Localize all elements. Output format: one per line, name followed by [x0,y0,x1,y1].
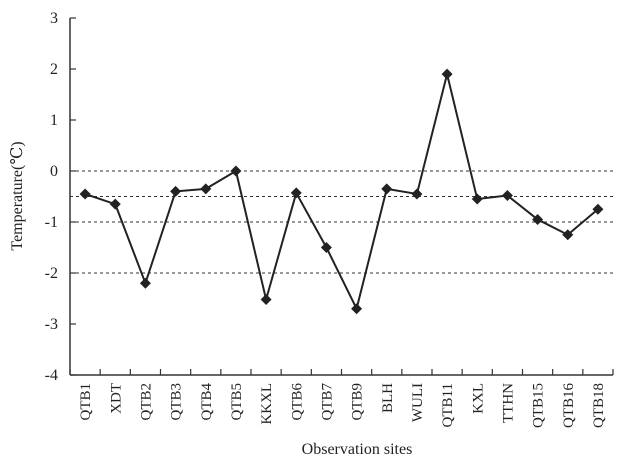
x-category-label: BLH [380,383,396,413]
data-point-marker [411,188,423,200]
data-point-marker [441,68,453,80]
x-category-label: QTB2 [138,383,154,421]
y-tick-label: 3 [50,10,58,27]
x-category-label: QTB6 [289,383,305,421]
x-axis-title: Observation sites [302,441,413,458]
data-point-marker [562,229,574,241]
y-tick-label: -2 [45,265,58,282]
x-category-label: XDT [108,383,124,414]
data-point-marker [200,183,212,195]
x-category-label: WULI [410,383,426,422]
x-category-label: QTB9 [350,383,366,421]
y-tick-label: -4 [45,367,58,384]
data-point-marker [230,165,242,177]
data-point-marker [170,185,182,197]
x-axis-ticks: QTB1 XDT QTB2 QTB3 QTB4 QTB5 KKXL QTB6 QTB7 QTB9 B… [69,369,614,429]
y-tick-label: 2 [50,61,58,78]
data-point-marker [532,213,544,225]
data-point-marker [139,277,151,289]
x-category-label: QTB16 [561,383,577,429]
x-category-label: QTB15 [531,383,547,428]
x-category-label: QTB7 [319,383,335,421]
data-point-marker [290,187,302,199]
data-point-marker [79,188,91,200]
x-category-label: QTB3 [169,383,185,421]
data-point-marker [471,193,483,205]
series-line [84,73,599,310]
data-point-marker [592,203,604,215]
data-point-marker [260,294,272,306]
data-point-marker [320,242,332,253]
x-category-label: QTB1 [78,383,94,421]
y-axis-title: Temperature(℃) [9,141,26,250]
data-point-marker [109,198,121,210]
y-tick-label: -1 [45,214,58,231]
x-category-label: QTB18 [591,383,607,428]
x-category-label: TTHN [500,383,516,423]
y-axis-ticks: 3 2 1 0 -1 -2 -3 -4 [45,10,76,384]
x-category-label: QTB11 [440,383,456,427]
reference-lines [70,170,613,274]
series-group [79,68,604,315]
data-point-marker [351,303,363,315]
data-point-marker [381,183,393,195]
data-point-marker [501,189,513,201]
y-tick-label: -3 [45,316,58,333]
y-tick-label: 0 [50,163,58,180]
x-category-label: QTB4 [199,383,215,421]
x-category-label: KXL [470,383,486,414]
x-category-label: QTB5 [229,383,245,421]
y-tick-label: 1 [50,112,58,129]
x-category-label: KKXL [259,383,275,425]
